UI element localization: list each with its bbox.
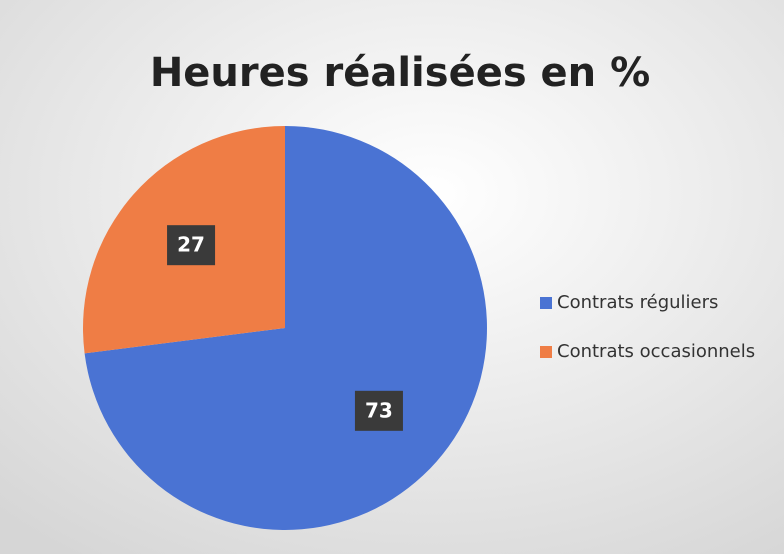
legend-label: Contrats occasionnels: [557, 341, 755, 362]
data-label: 73: [365, 398, 393, 422]
legend-label: Contrats réguliers: [557, 292, 718, 313]
data-label-box: [354, 390, 403, 431]
legend-swatch: [540, 346, 552, 358]
data-label: 27: [177, 233, 205, 257]
legend-swatch: [540, 297, 552, 309]
data-label-box: [167, 225, 216, 266]
chart-title: Heures réalisées en %: [150, 50, 650, 96]
